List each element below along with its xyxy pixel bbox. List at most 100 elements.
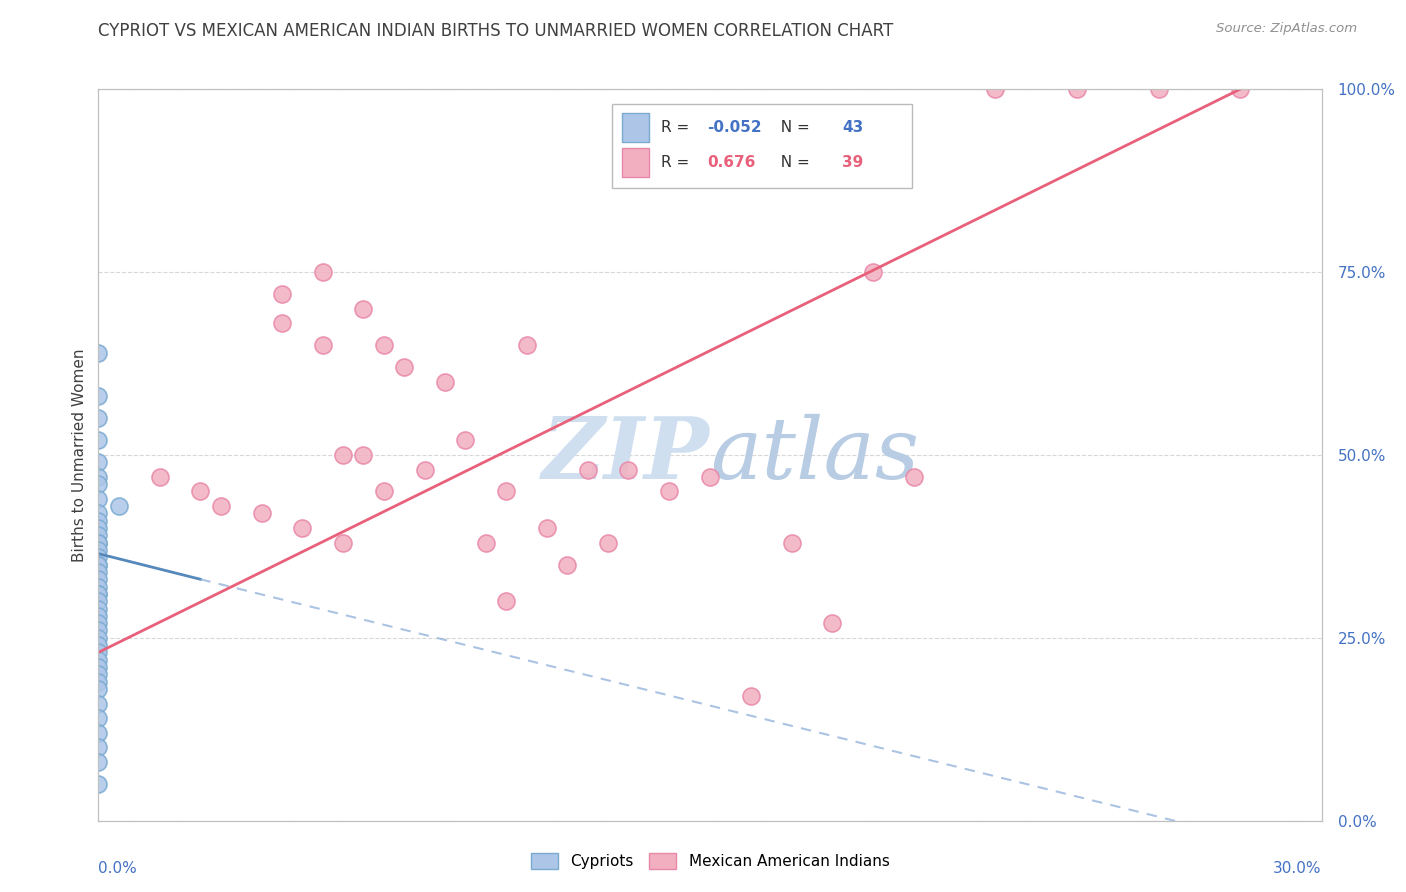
Point	[352, 448, 374, 462]
Text: N =: N =	[770, 155, 815, 169]
Point	[454, 434, 477, 448]
Text: 39: 39	[842, 155, 863, 169]
FancyBboxPatch shape	[621, 148, 650, 177]
Point	[495, 594, 517, 608]
Point	[87, 470, 110, 484]
Point	[108, 499, 131, 513]
Point	[352, 301, 374, 316]
Point	[474, 535, 498, 549]
Point	[270, 287, 294, 301]
Point	[332, 448, 354, 462]
Text: atlas: atlas	[710, 414, 920, 496]
FancyBboxPatch shape	[621, 112, 650, 142]
Point	[87, 521, 110, 535]
Point	[1147, 82, 1170, 96]
Text: 0.676: 0.676	[707, 155, 756, 169]
Point	[87, 681, 110, 696]
Point	[862, 265, 884, 279]
Point	[903, 470, 925, 484]
Point	[392, 360, 416, 375]
Point	[658, 484, 681, 499]
Point	[1229, 82, 1251, 96]
Point	[87, 528, 110, 542]
Text: 0.0%: 0.0%	[98, 861, 138, 876]
Point	[87, 624, 110, 638]
Point	[87, 674, 110, 689]
Point	[87, 631, 110, 645]
Point	[87, 507, 110, 521]
Point	[87, 535, 110, 549]
Point	[87, 587, 110, 601]
Point	[87, 740, 110, 755]
Point	[87, 572, 110, 586]
Point	[433, 375, 456, 389]
Text: ZIP: ZIP	[543, 413, 710, 497]
Text: N =: N =	[770, 120, 815, 135]
Point	[617, 462, 640, 476]
Point	[87, 580, 110, 594]
Point	[699, 470, 721, 484]
Point	[87, 608, 110, 623]
Point	[87, 411, 110, 425]
Point	[87, 755, 110, 769]
Point	[250, 507, 273, 521]
Point	[87, 587, 110, 601]
Point	[149, 470, 172, 484]
Point	[87, 726, 110, 740]
Point	[87, 550, 110, 565]
Point	[516, 338, 538, 352]
Point	[87, 777, 110, 791]
Point	[87, 535, 110, 549]
Point	[291, 521, 314, 535]
Point	[87, 601, 110, 615]
Text: R =: R =	[661, 120, 695, 135]
Point	[87, 491, 110, 506]
Text: 43: 43	[842, 120, 863, 135]
Point	[87, 667, 110, 681]
Text: CYPRIOT VS MEXICAN AMERICAN INDIAN BIRTHS TO UNMARRIED WOMEN CORRELATION CHART: CYPRIOT VS MEXICAN AMERICAN INDIAN BIRTH…	[98, 22, 894, 40]
Point	[373, 484, 395, 499]
Point	[87, 514, 110, 528]
Point	[87, 653, 110, 667]
Point	[87, 558, 110, 572]
Text: 30.0%: 30.0%	[1274, 861, 1322, 876]
Point	[536, 521, 558, 535]
Point	[87, 389, 110, 403]
Point	[87, 565, 110, 579]
Point	[495, 484, 517, 499]
Point	[87, 434, 110, 448]
Text: -0.052: -0.052	[707, 120, 762, 135]
Point	[87, 345, 110, 359]
Point	[312, 338, 335, 352]
Point	[87, 477, 110, 491]
Point	[373, 338, 395, 352]
Point	[87, 594, 110, 608]
Point	[87, 697, 110, 711]
Point	[557, 558, 579, 572]
FancyBboxPatch shape	[612, 103, 912, 188]
Point	[87, 711, 110, 725]
Point	[270, 316, 294, 330]
Point	[576, 462, 599, 476]
Point	[821, 616, 844, 631]
Point	[332, 535, 354, 549]
Point	[413, 462, 436, 476]
Point	[87, 455, 110, 469]
Point	[780, 535, 803, 549]
Point	[1066, 82, 1088, 96]
Point	[87, 645, 110, 659]
Legend: Cypriots, Mexican American Indians: Cypriots, Mexican American Indians	[524, 847, 896, 875]
Point	[188, 484, 212, 499]
Point	[87, 660, 110, 674]
Point	[596, 535, 619, 549]
Text: R =: R =	[661, 155, 695, 169]
Point	[740, 690, 762, 704]
Point	[87, 616, 110, 631]
Text: Source: ZipAtlas.com: Source: ZipAtlas.com	[1216, 22, 1357, 36]
Y-axis label: Births to Unmarried Women: Births to Unmarried Women	[72, 348, 87, 562]
Point	[312, 265, 335, 279]
Point	[87, 543, 110, 558]
Point	[87, 638, 110, 652]
Point	[209, 499, 232, 513]
Point	[984, 82, 1007, 96]
